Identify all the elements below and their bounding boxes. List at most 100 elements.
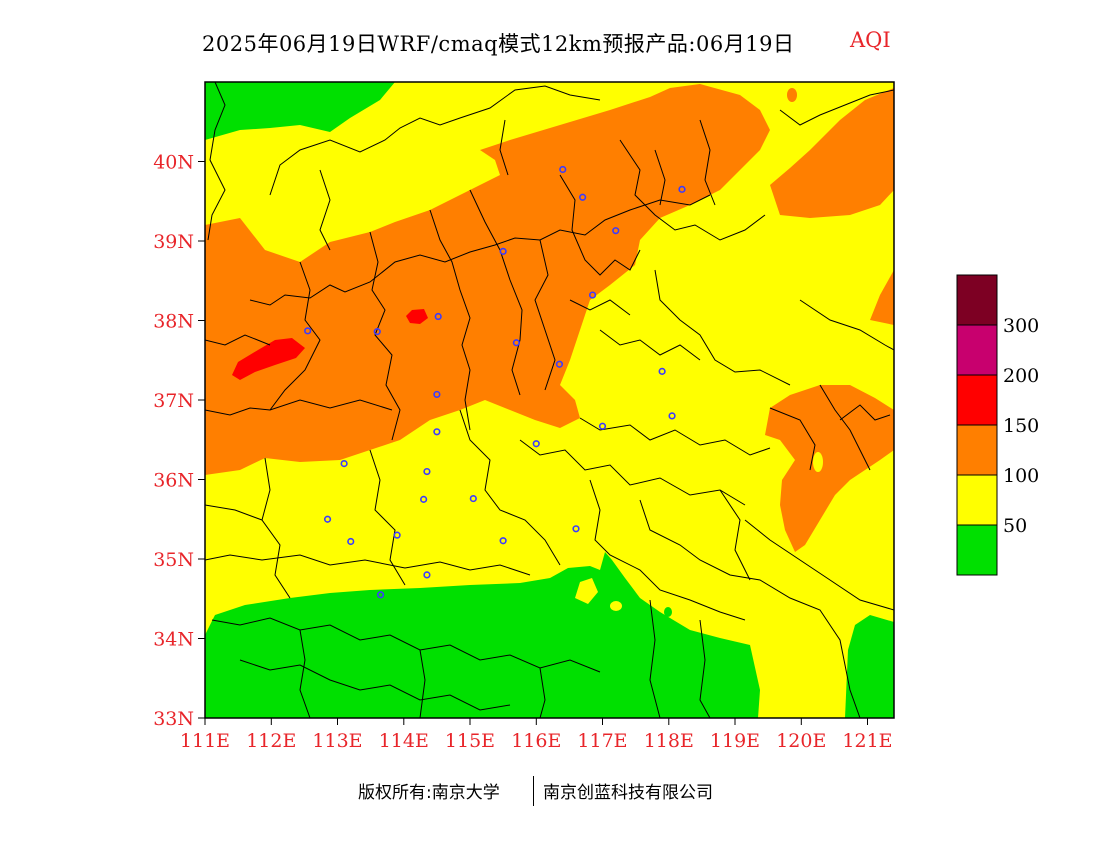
y-tick: 39N: [153, 231, 205, 253]
aqi-zone-unhealthy-west: [232, 338, 305, 380]
y-tick: 38N: [153, 311, 205, 333]
legend-label: 150: [1003, 415, 1039, 437]
station-marker: [499, 247, 507, 255]
y-tick-label: 35N: [153, 549, 194, 571]
aqi-zone-good-southeast: [845, 615, 894, 718]
x-tick: 119E: [710, 718, 760, 752]
station-marker: [433, 428, 441, 436]
legend-swatch-unhealthy: [956, 374, 998, 426]
aqi-zone-moderate-spot: [575, 578, 598, 604]
station-markers: [304, 165, 686, 599]
aqi-zone-moderate-spot: [813, 452, 823, 472]
legend-swatch-good: [956, 524, 998, 576]
station-marker: [612, 227, 620, 235]
station-marker: [304, 327, 312, 335]
x-tick-label: 115E: [445, 730, 495, 752]
y-tick: 36N: [153, 470, 205, 492]
legend-swatch-hazardous: [956, 274, 998, 326]
station-marker: [598, 422, 607, 430]
y-tick: 37N: [153, 390, 205, 412]
y-axis: 33N 34N 35N 36N 37N 38N 39N 40N: [153, 152, 205, 730]
legend-swatch-moderate: [956, 474, 998, 526]
x-tick: 120E: [776, 718, 826, 752]
y-tick-label: 33N: [153, 708, 194, 730]
station-marker: [579, 193, 587, 201]
legend-label: 200: [1003, 365, 1039, 387]
aqi-zone-unhealthy-sensitive-central: [205, 84, 770, 475]
x-tick-label: 112E: [246, 730, 296, 752]
x-tick: 121E: [842, 718, 893, 752]
legend-swatch-very-unhealthy: [956, 324, 998, 376]
x-tick-label: 111E: [180, 730, 230, 752]
station-marker: [423, 571, 431, 579]
x-tick: 113E: [312, 718, 363, 752]
x-tick-label: 120E: [776, 730, 826, 752]
legend-swatch-unhealthy-sensitive: [956, 424, 998, 476]
x-tick: 111E: [180, 718, 230, 752]
station-marker: [668, 412, 676, 420]
aqi-zone-good-spot: [664, 607, 672, 617]
y-tick: 33N: [153, 708, 205, 730]
map-title: 2025年06月19日WRF/cmaq模式12km预报产品:06月19日 AQI: [150, 28, 950, 58]
x-tick-label: 121E: [842, 730, 892, 752]
y-tick-label: 36N: [153, 470, 194, 492]
x-tick-label: 114E: [379, 730, 429, 752]
y-tick-label: 39N: [153, 231, 194, 253]
copyright-right: 南京创蓝科技有限公司: [543, 783, 713, 803]
station-marker: [376, 591, 385, 599]
aqi-zone-good-northwest: [205, 82, 395, 140]
station-marker: [588, 291, 597, 299]
station-marker: [323, 515, 332, 523]
y-tick-label: 37N: [153, 390, 194, 412]
station-marker: [373, 328, 381, 336]
y-tick-label: 40N: [153, 152, 194, 174]
legend-label: 50: [1003, 515, 1027, 537]
station-marker: [433, 390, 441, 399]
y-tick: 34N: [153, 629, 205, 651]
copyright-left: 版权所有:南京大学: [358, 783, 500, 803]
aqi-zone-unhealthy-sensitive-shandong: [765, 385, 894, 552]
legend-label: 100: [1003, 465, 1039, 487]
y-tick-label: 38N: [153, 311, 194, 333]
station-marker: [572, 525, 580, 533]
station-marker: [434, 312, 442, 321]
x-tick: 116E: [511, 718, 561, 752]
aqi-zone-unhealthy-central: [406, 309, 428, 324]
station-marker: [423, 467, 431, 476]
admin-boundaries: [205, 82, 894, 718]
x-tick-label: 117E: [577, 730, 627, 752]
x-tick: 115E: [445, 718, 495, 752]
title-main-text: 2025年06月19日WRF/cmaq模式12km预报产品:06月19日: [202, 32, 795, 56]
y-tick: 35N: [153, 549, 205, 571]
x-axis: 111E 112E 113E 114E 115E 116E 117E 118E …: [180, 718, 893, 752]
station-marker: [532, 440, 540, 448]
x-tick-label: 113E: [312, 730, 362, 752]
aqi-zone-unhealthy-sensitive-spot: [787, 88, 797, 102]
station-marker: [499, 537, 507, 545]
x-tick-label: 116E: [511, 730, 561, 752]
copyright-footer: 版权所有:南京大学 南京创蓝科技有限公司: [0, 776, 1100, 808]
x-tick: 114E: [379, 718, 429, 752]
x-tick-label: 119E: [710, 730, 760, 752]
aqi-zone-unhealthy-sensitive-east: [870, 270, 894, 325]
aqi-zone-good-south: [205, 552, 760, 718]
x-tick: 117E: [577, 718, 628, 752]
y-tick-label: 34N: [153, 629, 194, 651]
station-marker: [512, 339, 520, 347]
station-marker: [678, 185, 686, 193]
station-marker: [658, 367, 666, 375]
legend-label: 300: [1003, 315, 1039, 337]
station-marker: [469, 494, 477, 503]
station-marker: [340, 460, 348, 468]
station-marker: [393, 531, 401, 539]
footer-divider: [533, 776, 534, 806]
x-tick: 118E: [644, 718, 694, 752]
aqi-zone-unhealthy-sensitive-northeast: [770, 88, 894, 218]
x-tick-label: 118E: [644, 730, 694, 752]
x-tick: 112E: [246, 718, 296, 752]
station-marker: [347, 537, 355, 546]
aqi-zone-moderate-spot: [610, 601, 622, 611]
aqi-field: [205, 82, 894, 718]
station-marker: [559, 165, 567, 174]
